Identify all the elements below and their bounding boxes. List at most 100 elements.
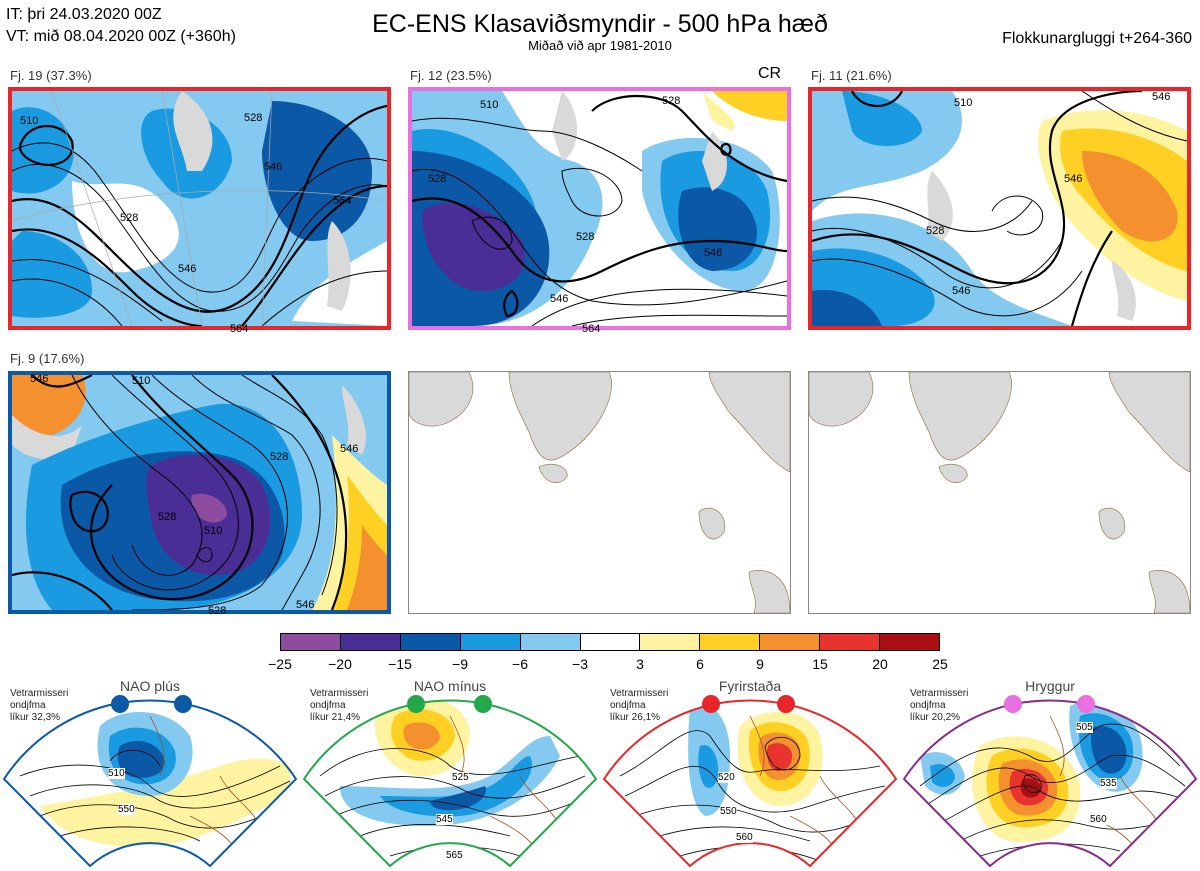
- colorbar-tick-label: 9: [756, 656, 764, 672]
- colorbar-tick-label: 25: [932, 656, 948, 672]
- contour-label: 525: [452, 772, 469, 783]
- colorbar-swatch: [520, 634, 581, 650]
- regime-nao-minus: NAO mínus Vetrarmisseri ondjfma líkur 21…: [300, 676, 600, 871]
- cluster-map-4-drawing: [12, 375, 387, 610]
- contour-label: 546: [340, 443, 359, 455]
- cluster-label-4: Fj. 9 (17.6%): [10, 351, 85, 366]
- colorbar-swatch: [580, 634, 641, 650]
- colorbar-swatch: [760, 634, 821, 650]
- contour-label: 546: [178, 263, 197, 275]
- regime-note: Vetrarmisseri ondjfma líkur 21,4%: [310, 688, 369, 723]
- contour-label: 546: [550, 293, 569, 305]
- regime-nao-minus-drawing: [302, 695, 598, 868]
- colorbar-swatch: [640, 634, 701, 650]
- contour-label: 510: [132, 375, 151, 387]
- contour-label: 546: [296, 599, 315, 611]
- contour-label: 528: [120, 212, 139, 224]
- colorbar-tick-label: −3: [572, 656, 588, 672]
- regime-title: NAO plús: [120, 678, 180, 694]
- valid-time: VT: mið 08.04.2020 00Z (+360h): [6, 28, 236, 45]
- contour-label: 510: [954, 97, 973, 109]
- colorbar-tick-label: 15: [812, 656, 828, 672]
- cluster-map-2: [408, 87, 791, 330]
- contour-label: 510: [204, 525, 223, 537]
- contour-label: 546: [30, 373, 49, 385]
- colorbar-tick-label: −9: [452, 656, 468, 672]
- contour-label: 550: [118, 804, 135, 815]
- regime-nao-plus-drawing: [2, 695, 298, 868]
- colorbar-swatch: [820, 634, 881, 650]
- cluster-map-1: [8, 87, 391, 330]
- contour-label: 528: [576, 231, 595, 243]
- regime-title: Fyrirstaða: [718, 678, 782, 694]
- regime-blocking: Fyrirstaða Vetrarmisseri ondjfma líkur 2…: [600, 676, 900, 871]
- colorbar-tick-label: −6: [512, 656, 528, 672]
- contour-label: 564: [333, 195, 352, 207]
- contour-label: 528: [926, 225, 945, 237]
- regime-title: Hryggur: [1025, 678, 1075, 694]
- contour-label: 546: [952, 285, 971, 297]
- regime-ridge-drawing: [902, 695, 1198, 868]
- classification-window: Flokkunargluggi t+264-360: [1002, 30, 1192, 47]
- contour-label: 535: [1100, 778, 1117, 789]
- cluster-1-contour-labels: 510 528 546 564 528 546 564: [8, 87, 391, 335]
- colorbar-ticks: −25 −20 −15 −9 −6 −3 3 6 9 15 20 25: [0, 656, 1200, 674]
- regime-ridge: Hryggur Vetrarmisseri ondjfma líkur 20,2…: [900, 676, 1200, 871]
- contour-label: 546: [1064, 173, 1083, 185]
- colorbar-tick-label: 6: [696, 656, 704, 672]
- regime-title: NAO mínus: [413, 678, 487, 694]
- cluster-4-contour-labels: 546 510 528 528 510 528 546 546: [8, 371, 391, 617]
- contour-label: 528: [244, 112, 263, 124]
- colorbar-tick-label: −15: [388, 656, 412, 672]
- contour-label: 546: [264, 161, 283, 173]
- contour-label: 546: [704, 247, 723, 259]
- cluster-2-contour-labels: 510 528 528 528 546 546 564: [408, 87, 791, 335]
- colorbar-swatch: [700, 634, 761, 650]
- contour-label: 510: [480, 99, 499, 111]
- colorbar-tick-label: 3: [636, 656, 644, 672]
- cluster-map-empty-1: [408, 371, 791, 614]
- contour-label: 565: [446, 850, 463, 861]
- contour-label: 545: [436, 814, 453, 825]
- page-subtitle: Miðað við apr 1981-2010: [528, 38, 672, 53]
- anomaly-colorbar: [280, 633, 940, 651]
- colorbar-swatch: [400, 634, 461, 650]
- colorbar-swatch: [281, 634, 341, 650]
- cluster-map-1-drawing: [12, 91, 387, 326]
- contour-label: 528: [662, 95, 681, 107]
- initial-time: IT: þri 24.03.2020 00Z: [6, 6, 162, 23]
- cluster-cr-tag: CR: [758, 65, 782, 82]
- colorbar-swatch: [460, 634, 521, 650]
- header-info: IT: þri 24.03.2020 00Z VT: mið 08.04.202…: [6, 4, 236, 48]
- cluster-map-3: [808, 87, 1191, 330]
- cluster-map-2-drawing: [412, 91, 787, 326]
- contour-label: 564: [230, 323, 249, 335]
- colorbar-swatch: [340, 634, 401, 650]
- contour-label: 505: [1076, 722, 1093, 733]
- cluster-map-4: [8, 371, 391, 614]
- contour-label: 528: [158, 511, 177, 523]
- regime-note: Vetrarmisseri ondjfma líkur 32,3%: [10, 688, 69, 723]
- cluster-map-empty-2: [808, 371, 1191, 614]
- contour-label: 520: [718, 772, 735, 783]
- regime-note: Vetrarmisseri ondjfma líkur 26,1%: [610, 688, 669, 723]
- colorbar-tick-label: 20: [872, 656, 888, 672]
- contour-label: 550: [720, 806, 737, 817]
- cluster-3-contour-labels: 510 546 528 546 546: [808, 87, 1191, 330]
- contour-label: 510: [20, 115, 39, 127]
- cluster-label-2: Fj. 12 (23.5%): [410, 68, 492, 83]
- contour-label: 564: [582, 323, 601, 335]
- contour-label: 510: [108, 768, 125, 779]
- colorbar-tick-label: −25: [268, 656, 292, 672]
- contour-label: 528: [270, 451, 289, 463]
- colorbar-swatch: [880, 634, 939, 650]
- colorbar-tick-label: −20: [328, 656, 352, 672]
- contour-label: 546: [1152, 91, 1171, 103]
- empty-map-2-drawing: [809, 372, 1190, 613]
- contour-label: 560: [736, 832, 753, 843]
- page-title: EC-ENS Klasaviðsmyndir - 500 hPa hæð: [372, 10, 828, 38]
- cluster-label-1: Fj. 19 (37.3%): [10, 68, 92, 83]
- regime-note: Vetrarmisseri ondjfma líkur 20,2%: [910, 688, 969, 723]
- cluster-map-3-drawing: [812, 91, 1187, 326]
- cluster-label-3: Fj. 11 (21.6%): [811, 68, 892, 83]
